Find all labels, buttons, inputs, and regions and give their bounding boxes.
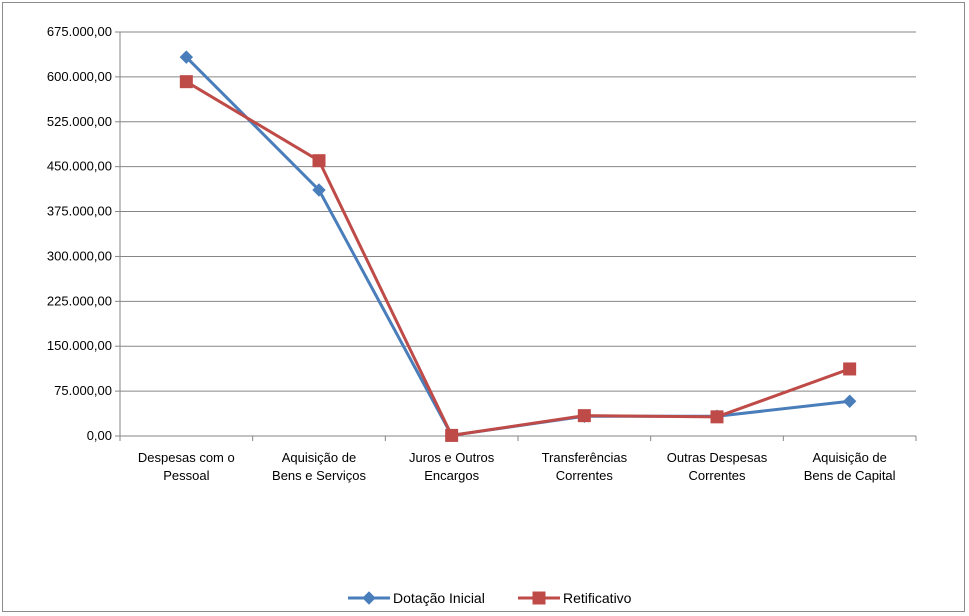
x-category-label-line: Pessoal [163,468,209,483]
diamond-marker-icon [362,591,376,605]
x-category-label: Aquisição de Bens e Serviços [272,450,366,483]
x-category-label: Outras Despesas Correntes [667,450,768,483]
data-point [577,409,591,423]
series-1 [179,50,857,443]
legend-label: Retificativo [563,590,632,606]
x-category-label-line: Bens e Serviços [272,468,366,483]
y-tick-label: 300.000,00 [47,248,112,263]
data-point [312,154,326,168]
x-axis-categories: Despesas com o Pessoal Aquisição de Bens e … [138,450,896,483]
square-marker-icon [532,591,546,605]
y-tick-label: 450.000,00 [47,159,112,174]
data-point [179,50,194,64]
legend: Dotação Inicial Retificativo [348,590,632,606]
x-category-label: Despesas com o Pessoal [138,450,235,483]
y-tick-label: 675.000,00 [47,24,112,39]
x-category-label-line: Encargos [424,468,479,483]
y-tick-label: 75.000,00 [54,383,112,398]
data-point [842,394,857,408]
x-category-label: Transferências Correntes [542,450,628,483]
y-axis-ticks: 0,00 75.000,00 150.000,00 225.000,00 300.000… [47,24,112,443]
x-category-label-line: Bens de Capital [804,468,896,483]
y-tick-label: 600.000,00 [47,69,112,84]
data-point [710,410,724,424]
data-point [843,362,857,376]
x-category-label-line: Transferências [542,450,628,465]
y-tick-label: 0,00 [87,428,112,443]
y-tick-label: 525.000,00 [47,114,112,129]
x-category-label: Aquisição de Bens de Capital [804,450,896,483]
y-tick-label: 375.000,00 [47,204,112,219]
series-line [185,80,851,437]
data-point [445,428,459,442]
legend-label: Dotação Inicial [393,590,485,606]
x-category-label-line: Juros e Outros [409,450,495,465]
gridlines [120,31,916,392]
series-lines [179,50,857,443]
y-tick-label: 150.000,00 [47,338,112,353]
x-category-label-line: Despesas com o [138,450,235,465]
x-category-label: Juros e Outros Encargos [409,450,495,483]
data-point [312,183,326,197]
x-category-label-line: Correntes [688,468,746,483]
series-line [185,56,850,437]
series-2 [179,75,857,442]
x-category-label-line: Outras Despesas [667,450,768,465]
legend-item: Retificativo [518,590,632,606]
data-point [179,75,193,89]
x-category-label-line: Aquisição de [812,450,886,465]
y-tick-label: 225.000,00 [47,293,112,308]
axes [115,31,917,441]
legend-item: Dotação Inicial [348,590,485,606]
x-category-label-line: Aquisição de [282,450,356,465]
x-category-label-line: Correntes [556,468,614,483]
